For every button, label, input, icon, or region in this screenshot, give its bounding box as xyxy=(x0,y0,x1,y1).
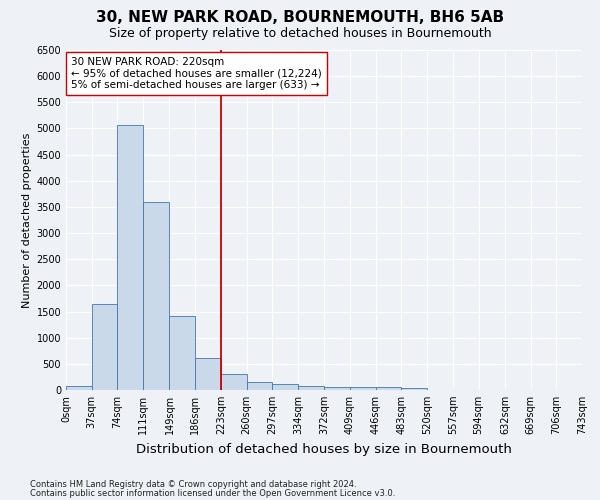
Bar xyxy=(272,384,298,390)
Bar xyxy=(195,358,221,390)
Text: Contains public sector information licensed under the Open Government Licence v3: Contains public sector information licen… xyxy=(30,488,395,498)
Bar xyxy=(298,386,323,390)
Text: Size of property relative to detached houses in Bournemouth: Size of property relative to detached ho… xyxy=(109,28,491,40)
Bar xyxy=(401,388,427,390)
Bar xyxy=(92,304,118,390)
Text: 30 NEW PARK ROAD: 220sqm
← 95% of detached houses are smaller (12,224)
5% of sem: 30 NEW PARK ROAD: 220sqm ← 95% of detach… xyxy=(71,57,322,90)
X-axis label: Distribution of detached houses by size in Bournemouth: Distribution of detached houses by size … xyxy=(136,442,512,456)
Bar xyxy=(350,388,376,390)
Bar xyxy=(143,202,169,390)
Y-axis label: Number of detached properties: Number of detached properties xyxy=(22,132,32,308)
Bar xyxy=(169,316,195,390)
Bar xyxy=(325,387,350,390)
Bar xyxy=(221,374,247,390)
Bar xyxy=(118,126,143,390)
Bar xyxy=(376,388,401,390)
Bar xyxy=(247,382,272,390)
Text: 30, NEW PARK ROAD, BOURNEMOUTH, BH6 5AB: 30, NEW PARK ROAD, BOURNEMOUTH, BH6 5AB xyxy=(96,10,504,25)
Bar xyxy=(66,386,92,390)
Text: Contains HM Land Registry data © Crown copyright and database right 2024.: Contains HM Land Registry data © Crown c… xyxy=(30,480,356,489)
